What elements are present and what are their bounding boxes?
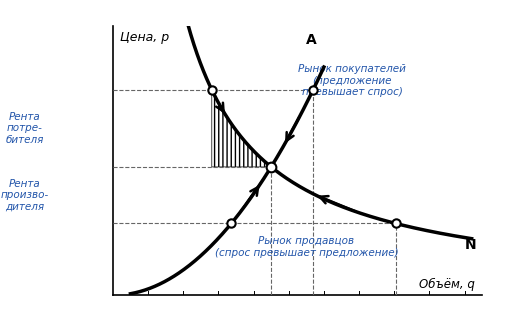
Text: A: A <box>306 33 317 47</box>
Text: N: N <box>465 238 476 252</box>
Text: Рента
потре-
бителя: Рента потре- бителя <box>6 112 44 145</box>
Text: Цена, p: Цена, p <box>120 31 169 44</box>
Text: Рынок продавцов
(спрос превышает предложение): Рынок продавцов (спрос превышает предлож… <box>214 236 398 258</box>
Text: Рента
произво-
дителя: Рента произво- дителя <box>1 178 49 212</box>
Text: Объём, q: Объём, q <box>419 278 475 291</box>
Text: Рынок покупателей
(предложение
превышает спрос): Рынок покупателей (предложение превышает… <box>298 64 406 97</box>
